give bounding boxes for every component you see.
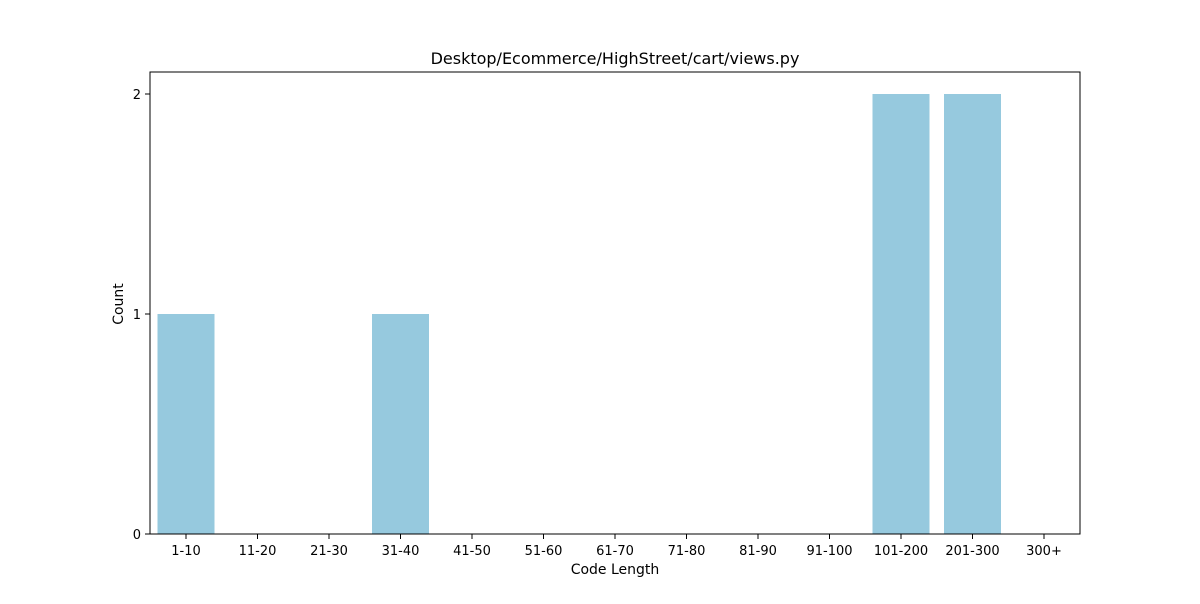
x-tick-label: 300+ [1026,544,1062,559]
x-tick-label: 101-200 [874,544,928,559]
bar-31-40 [372,314,429,534]
x-tick-label: 21-30 [310,544,348,559]
x-tick-label: 51-60 [525,544,563,559]
y-axis-label: Count [111,283,127,325]
plot-frame [149,71,1081,535]
chart-title: Desktop/Ecommerce/HighStreet/cart/views.… [431,49,800,68]
x-tick-label: 1-10 [171,544,201,559]
y-tick-label: 0 [133,528,141,543]
bar-201-300 [944,94,1001,534]
y-axis: 0 1 2 [133,88,150,543]
x-tick-label: 61-70 [596,544,634,559]
x-tick-label: 201-300 [945,544,999,559]
y-tick-label: 1 [133,308,141,323]
x-tick-label: 11-20 [239,544,277,559]
x-tick-label: 31-40 [382,544,420,559]
x-axis-label: Code Length [571,562,660,578]
x-axis: 1-10 11-20 21-30 31-40 41-50 51-60 61-70 71-80 8… [171,534,1062,559]
x-tick-label: 71-80 [668,544,706,559]
bar-1-10 [157,314,215,534]
x-tick-label: 91-100 [806,544,852,559]
bar-101-200 [872,94,930,534]
bars-layer [157,94,1001,534]
x-tick-label: 81-90 [739,544,777,559]
x-tick-label: 41-50 [453,544,491,559]
y-tick-label: 2 [133,88,141,103]
